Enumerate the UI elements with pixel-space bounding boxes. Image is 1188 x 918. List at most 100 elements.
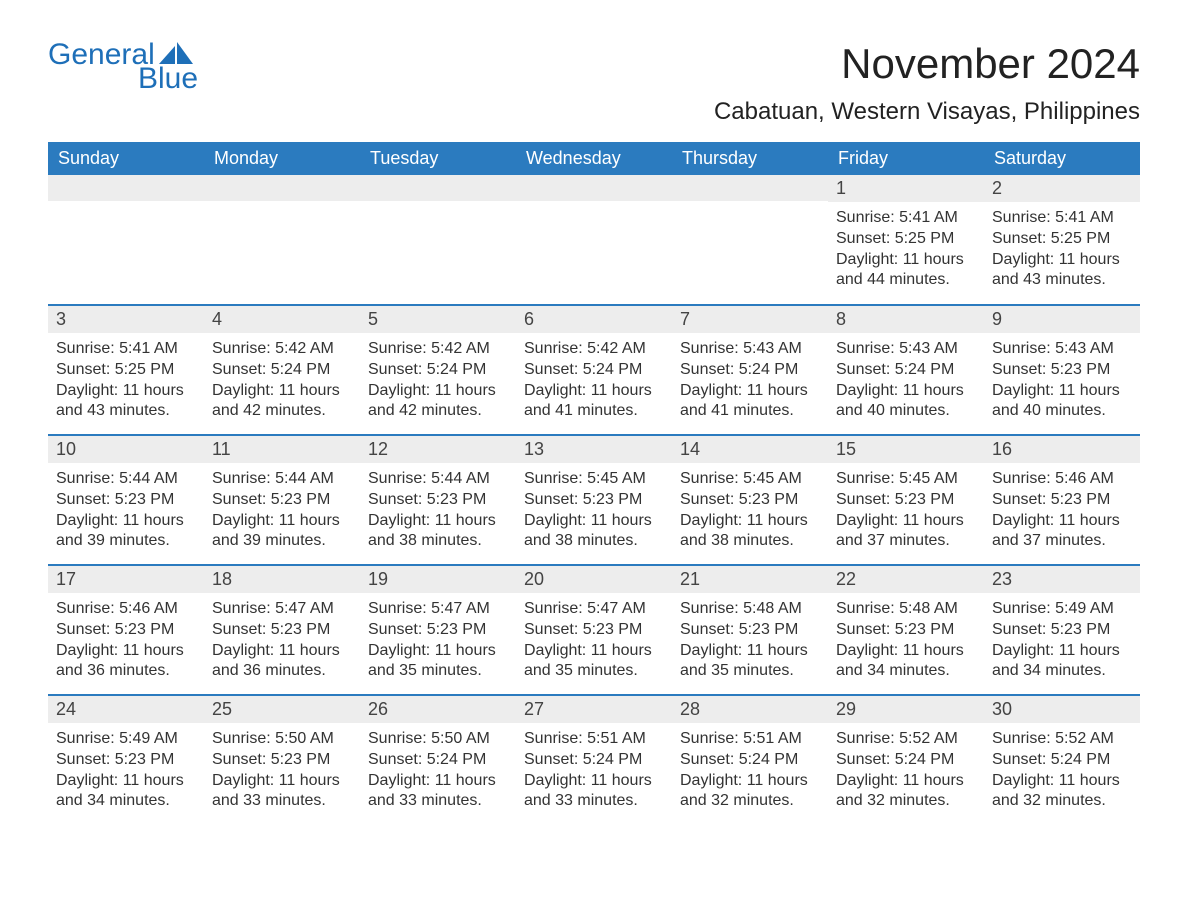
day-content: Sunrise: 5:47 AMSunset: 5:23 PMDaylight:…	[360, 593, 516, 688]
sunset-text: Sunset: 5:24 PM	[680, 360, 820, 381]
logo: General Blue	[48, 40, 198, 94]
sunset-text: Sunset: 5:23 PM	[212, 620, 352, 641]
sunset-text: Sunset: 5:24 PM	[680, 750, 820, 771]
sunrise-text: Sunrise: 5:50 AM	[212, 729, 352, 750]
sunset-text: Sunset: 5:24 PM	[524, 360, 664, 381]
daylight-text: Daylight: 11 hours and 35 minutes.	[680, 641, 820, 683]
day-content: Sunrise: 5:52 AMSunset: 5:24 PMDaylight:…	[828, 723, 984, 818]
sunrise-text: Sunrise: 5:47 AM	[524, 599, 664, 620]
sunset-text: Sunset: 5:23 PM	[524, 620, 664, 641]
daylight-text: Daylight: 11 hours and 39 minutes.	[212, 511, 352, 553]
day-content: Sunrise: 5:41 AMSunset: 5:25 PMDaylight:…	[984, 202, 1140, 297]
daylight-text: Daylight: 11 hours and 36 minutes.	[212, 641, 352, 683]
sunset-text: Sunset: 5:24 PM	[992, 750, 1132, 771]
dayhead-sunday: Sunday	[48, 142, 204, 175]
day-cell: 15Sunrise: 5:45 AMSunset: 5:23 PMDayligh…	[828, 435, 984, 565]
day-number: 11	[204, 436, 360, 463]
day-number: 16	[984, 436, 1140, 463]
daylight-text: Daylight: 11 hours and 40 minutes.	[836, 381, 976, 423]
day-number: 14	[672, 436, 828, 463]
calendar-table: Sunday Monday Tuesday Wednesday Thursday…	[48, 142, 1140, 825]
month-title: November 2024	[714, 40, 1140, 88]
day-cell: 28Sunrise: 5:51 AMSunset: 5:24 PMDayligh…	[672, 695, 828, 825]
sunset-text: Sunset: 5:23 PM	[56, 750, 196, 771]
day-number: 27	[516, 696, 672, 723]
day-cell: 20Sunrise: 5:47 AMSunset: 5:23 PMDayligh…	[516, 565, 672, 695]
day-number: 12	[360, 436, 516, 463]
day-content: Sunrise: 5:42 AMSunset: 5:24 PMDaylight:…	[516, 333, 672, 428]
dayhead-thursday: Thursday	[672, 142, 828, 175]
day-cell	[360, 175, 516, 305]
sunset-text: Sunset: 5:23 PM	[992, 490, 1132, 511]
daylight-text: Daylight: 11 hours and 42 minutes.	[368, 381, 508, 423]
sunrise-text: Sunrise: 5:49 AM	[56, 729, 196, 750]
dayhead-wednesday: Wednesday	[516, 142, 672, 175]
sunrise-text: Sunrise: 5:41 AM	[836, 208, 976, 229]
day-number: 25	[204, 696, 360, 723]
sunset-text: Sunset: 5:24 PM	[836, 750, 976, 771]
day-number: 3	[48, 306, 204, 333]
sunrise-text: Sunrise: 5:46 AM	[56, 599, 196, 620]
day-content: Sunrise: 5:51 AMSunset: 5:24 PMDaylight:…	[672, 723, 828, 818]
sunrise-text: Sunrise: 5:45 AM	[524, 469, 664, 490]
day-number-empty	[516, 175, 672, 201]
day-cell: 18 Sunrise: 5:47 AMSunset: 5:23 PMDayligh…	[204, 565, 360, 695]
sunrise-text: Sunrise: 5:41 AM	[992, 208, 1132, 229]
day-content: Sunrise: 5:47 AMSunset: 5:23 PMDaylight:…	[516, 593, 672, 688]
day-cell: 3Sunrise: 5:41 AMSunset: 5:25 PMDaylight…	[48, 305, 204, 435]
daylight-text: Daylight: 11 hours and 32 minutes.	[836, 771, 976, 813]
day-cell: 21Sunrise: 5:48 AMSunset: 5:23 PMDayligh…	[672, 565, 828, 695]
day-content: Sunrise: 5:49 AMSunset: 5:23 PMDaylight:…	[984, 593, 1140, 688]
sunset-text: Sunset: 5:23 PM	[992, 360, 1132, 381]
day-content: Sunrise: 5:41 AMSunset: 5:25 PMDaylight:…	[48, 333, 204, 428]
day-content: Sunrise: 5:42 AMSunset: 5:24 PMDaylight:…	[204, 333, 360, 428]
daylight-text: Daylight: 11 hours and 42 minutes.	[212, 381, 352, 423]
sunset-text: Sunset: 5:23 PM	[56, 490, 196, 511]
sunrise-text: Sunrise: 5:50 AM	[368, 729, 508, 750]
sunrise-text: Sunrise: 5:44 AM	[212, 469, 352, 490]
sunrise-text: Sunrise: 5:47 AM	[212, 599, 352, 620]
day-header-row: Sunday Monday Tuesday Wednesday Thursday…	[48, 142, 1140, 175]
day-cell: 6Sunrise: 5:42 AMSunset: 5:24 PMDaylight…	[516, 305, 672, 435]
week-row: 17Sunrise: 5:46 AMSunset: 5:23 PMDayligh…	[48, 565, 1140, 695]
sunset-text: Sunset: 5:25 PM	[56, 360, 196, 381]
logo-text-blue: Blue	[138, 64, 198, 94]
daylight-text: Daylight: 11 hours and 34 minutes.	[992, 641, 1132, 683]
daylight-text: Daylight: 11 hours and 39 minutes.	[56, 511, 196, 553]
day-number: 6	[516, 306, 672, 333]
day-number: 23	[984, 566, 1140, 593]
day-number: 2	[984, 175, 1140, 202]
calendar-body: 1Sunrise: 5:41 AMSunset: 5:25 PMDaylight…	[48, 175, 1140, 825]
day-number: 1	[828, 175, 984, 202]
sunset-text: Sunset: 5:24 PM	[836, 360, 976, 381]
sunset-text: Sunset: 5:23 PM	[836, 620, 976, 641]
dayhead-monday: Monday	[204, 142, 360, 175]
day-number: 19	[360, 566, 516, 593]
sunrise-text: Sunrise: 5:45 AM	[680, 469, 820, 490]
day-content: Sunrise: 5:43 AMSunset: 5:24 PMDaylight:…	[672, 333, 828, 428]
day-cell: 24Sunrise: 5:49 AMSunset: 5:23 PMDayligh…	[48, 695, 204, 825]
day-content: Sunrise: 5:50 AMSunset: 5:23 PMDaylight:…	[204, 723, 360, 818]
day-content: Sunrise: 5:41 AMSunset: 5:25 PMDaylight:…	[828, 202, 984, 297]
day-content: Sunrise: 5:44 AMSunset: 5:23 PMDaylight:…	[48, 463, 204, 558]
day-number: 17	[48, 566, 204, 593]
day-number: 15	[828, 436, 984, 463]
sunrise-text: Sunrise: 5:45 AM	[836, 469, 976, 490]
day-cell: 4Sunrise: 5:42 AMSunset: 5:24 PMDaylight…	[204, 305, 360, 435]
daylight-text: Daylight: 11 hours and 41 minutes.	[524, 381, 664, 423]
week-row: 24Sunrise: 5:49 AMSunset: 5:23 PMDayligh…	[48, 695, 1140, 825]
week-row: 1Sunrise: 5:41 AMSunset: 5:25 PMDaylight…	[48, 175, 1140, 305]
day-number: 29	[828, 696, 984, 723]
day-cell: 27Sunrise: 5:51 AMSunset: 5:24 PMDayligh…	[516, 695, 672, 825]
day-number: 18	[204, 566, 360, 593]
daylight-text: Daylight: 11 hours and 44 minutes.	[836, 250, 976, 292]
sunrise-text: Sunrise: 5:42 AM	[524, 339, 664, 360]
daylight-text: Daylight: 11 hours and 43 minutes.	[56, 381, 196, 423]
day-cell: 17Sunrise: 5:46 AMSunset: 5:23 PMDayligh…	[48, 565, 204, 695]
sunset-text: Sunset: 5:23 PM	[212, 750, 352, 771]
sunset-text: Sunset: 5:25 PM	[992, 229, 1132, 250]
sunset-text: Sunset: 5:23 PM	[680, 620, 820, 641]
day-cell	[672, 175, 828, 305]
day-number: 10	[48, 436, 204, 463]
sunrise-text: Sunrise: 5:47 AM	[368, 599, 508, 620]
